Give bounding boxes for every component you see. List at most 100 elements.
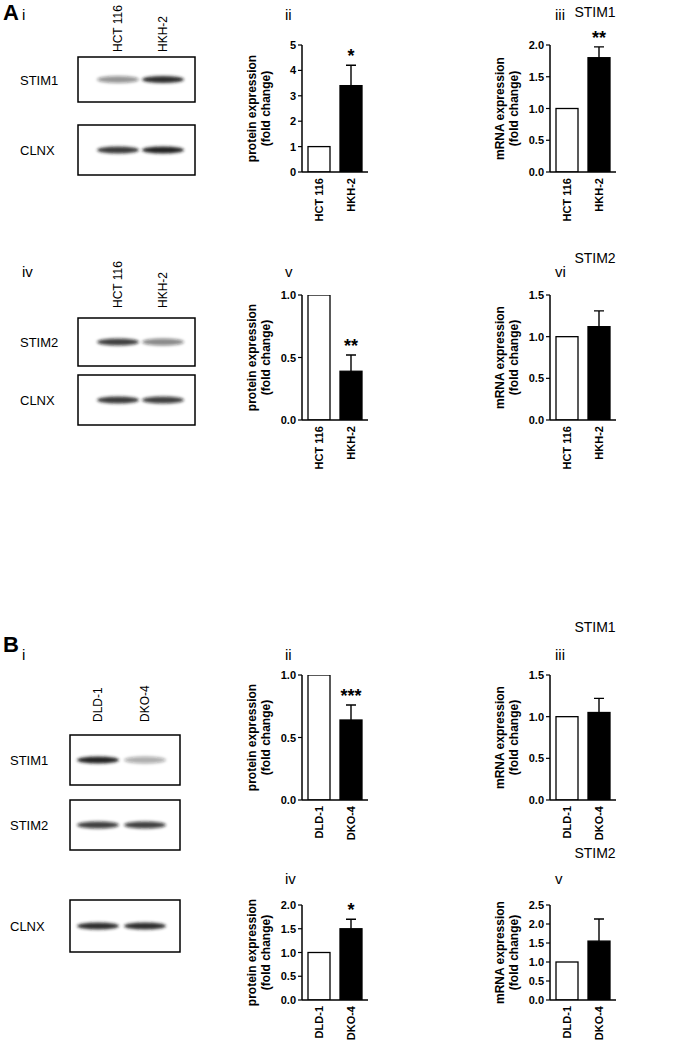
- category-label: HKH-2: [345, 178, 357, 212]
- error-bar: [346, 65, 356, 85]
- x-axis: [302, 799, 368, 801]
- blot-band: [142, 339, 184, 346]
- tick-label: 1.0: [529, 103, 544, 115]
- tick-label: 0.5: [281, 352, 296, 364]
- axis-label: mRNA expression: [493, 57, 507, 160]
- bar: [308, 675, 330, 800]
- tick-label: 2.0: [281, 899, 296, 911]
- tick-label: 0: [290, 166, 296, 178]
- blot-frame: [78, 125, 195, 175]
- x-axis: [302, 999, 368, 1001]
- x-axis: [550, 999, 616, 1001]
- category-label: DKO-4: [345, 1005, 357, 1040]
- bar: [340, 929, 362, 1000]
- error-bar: [594, 311, 604, 327]
- row-label: STIM2: [10, 818, 48, 833]
- blot-image: [78, 57, 195, 102]
- significance: *: [347, 46, 354, 66]
- row-label: CLNX: [20, 143, 55, 158]
- lane-label: HCT 116: [111, 5, 125, 52]
- bar: [308, 295, 330, 420]
- blot-band: [77, 757, 119, 764]
- blot-image: [70, 735, 180, 785]
- chart-label: ii: [285, 6, 292, 23]
- bar: [556, 962, 578, 1000]
- significance: **: [592, 28, 606, 48]
- bar-chart: vprotein expression(fold change)0.00.51.…: [245, 263, 368, 469]
- category-label: DLD-1: [313, 1006, 325, 1038]
- tick-label: 0.5: [529, 134, 544, 146]
- section-header: STIM2: [574, 250, 615, 266]
- tick-label: 0.5: [529, 975, 544, 987]
- tick-label: 0.5: [529, 752, 544, 764]
- lane-label: HKH-2: [156, 272, 170, 308]
- tick-label: 2: [290, 115, 296, 127]
- category-label: HKH-2: [593, 178, 605, 212]
- blot-band: [142, 76, 184, 83]
- axis-label: (fold change): [259, 320, 273, 395]
- y-axis: [301, 905, 303, 1000]
- tick-label: 4: [290, 64, 297, 76]
- blot-band: [97, 76, 139, 83]
- chart-label: ii: [285, 646, 292, 663]
- section-header: STIM1: [574, 4, 615, 20]
- lane-label: HKH-2: [156, 16, 170, 52]
- y-axis: [301, 295, 303, 420]
- panel-letter: A: [3, 0, 19, 25]
- tick-label: 2.5: [529, 899, 544, 911]
- tick-label: 0.0: [529, 794, 544, 806]
- tick-label: 0.5: [281, 970, 296, 982]
- chart-label: vi: [555, 263, 566, 280]
- category-label: DKO-4: [593, 805, 605, 840]
- blot-label: i: [22, 646, 25, 663]
- blot-image: [78, 318, 195, 366]
- plot-area: [308, 65, 362, 172]
- blot-label: i: [22, 6, 25, 23]
- tick-label: 0.5: [281, 732, 296, 744]
- axis-label: (fold change): [507, 71, 521, 146]
- bar-chart: iiimRNA expression(fold change)0.00.51.0…: [493, 6, 616, 221]
- chart-label: v: [555, 870, 563, 887]
- blot-band: [142, 397, 184, 404]
- tick-label: 1.0: [281, 289, 296, 301]
- row-label: CLNX: [10, 919, 45, 934]
- x-axis: [550, 419, 616, 421]
- bar-chart: ivprotein expression(fold change)0.00.51…: [245, 870, 368, 1040]
- tick-label: 0.0: [281, 414, 296, 426]
- tick-label: 0.0: [281, 794, 296, 806]
- blot-image: [78, 125, 195, 175]
- tick-label: 1.5: [529, 71, 544, 83]
- y-axis: [549, 675, 551, 800]
- bar: [588, 941, 610, 1000]
- error-bar: [594, 698, 604, 712]
- error-bar: [346, 355, 356, 371]
- bar: [556, 337, 578, 420]
- chart-label: iv: [285, 870, 296, 887]
- blot-frame: [78, 375, 195, 425]
- tick-label: 1.0: [281, 669, 296, 681]
- bar: [308, 147, 330, 172]
- tick-label: 5: [290, 39, 296, 51]
- blot-band: [97, 397, 139, 404]
- axis-label: (fold change): [259, 71, 273, 146]
- axis-label: protein expression: [245, 899, 259, 1006]
- tick-label: 1: [290, 141, 296, 153]
- row-label: STIM1: [10, 753, 48, 768]
- lane-label: DLD-1: [91, 687, 105, 722]
- category-label: HCT 116: [561, 426, 573, 469]
- error-bar: [594, 47, 604, 58]
- tick-label: 0.5: [529, 372, 544, 384]
- blot-band: [97, 147, 139, 154]
- blot-band: [124, 822, 166, 829]
- significance: *: [347, 900, 354, 920]
- tick-label: 0.0: [529, 994, 544, 1006]
- section-header: STIM1: [574, 619, 615, 635]
- tick-label: 0.0: [529, 166, 544, 178]
- tick-label: 1.5: [281, 923, 296, 935]
- axis-label: (fold change): [259, 700, 273, 775]
- blot-frame: [70, 735, 180, 785]
- lane-label: DKO-4: [138, 685, 152, 722]
- y-axis: [549, 45, 551, 172]
- x-axis: [550, 171, 616, 173]
- category-label: HKH-2: [593, 426, 605, 460]
